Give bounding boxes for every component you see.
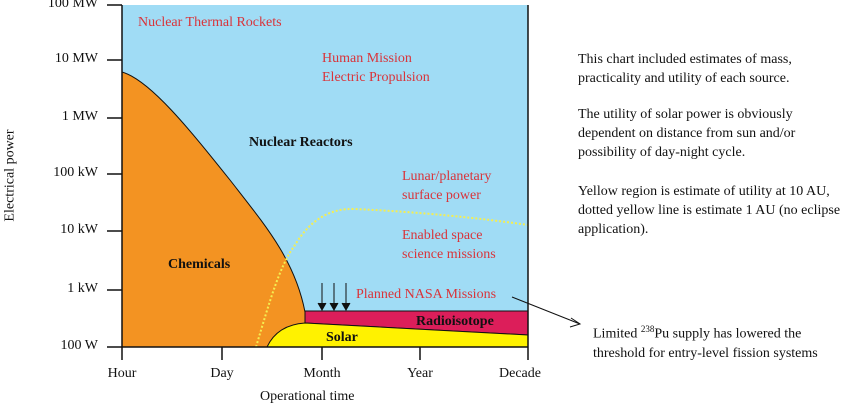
x-tick-label: Day [210, 366, 234, 381]
x-tick-label: Hour [107, 366, 137, 381]
solar-1au-dotted-line [255, 207, 529, 348]
y-axis-label: Electrical power [2, 129, 18, 222]
chemicals-region [121, 71, 306, 348]
planned-missions-label: Planned NASA Missions [356, 287, 497, 302]
x-tick-label: Decade [499, 366, 541, 381]
y-tick-label: 1 MW [61, 109, 98, 124]
x-tick-label: Year [407, 366, 433, 381]
pu-isotope: 238 [640, 324, 655, 334]
x-tick-label: Month [303, 366, 341, 381]
science-missions-label: science missions [402, 247, 496, 262]
y-tick-label: 10 MW [54, 51, 98, 66]
enabled-space-label: Enabled space [402, 228, 483, 243]
note-pu-supply: Limited 238Pu supply has lowered the thre… [593, 320, 850, 363]
note-estimates: This chart included estimates of mass, p… [578, 52, 792, 86]
y-tick-label: 100 MW [47, 0, 98, 11]
pu-callout-arrow [511, 296, 582, 328]
y-tick-label: 10 kW [60, 222, 98, 237]
solar-label: Solar [326, 330, 358, 345]
y-tick-label: 1 kW [67, 281, 98, 296]
mission-arrows [317, 283, 351, 312]
axes [107, 4, 529, 360]
chemicals-label: Chemicals [168, 257, 231, 272]
nuclear-reactors-label: Nuclear Reactors [249, 135, 353, 150]
radioisotope-label: Radioisotope [416, 314, 494, 329]
note-solar-utility: The utility of solar power is obviously … [578, 107, 796, 160]
note-yellow-region: Yellow region is estimate of utility at … [578, 184, 841, 237]
x-axis-label: Operational time [260, 389, 355, 404]
surface-power-label: surface power [402, 188, 481, 203]
pu-text: Pu supply has lowered the [654, 326, 802, 342]
lunar-label: Lunar/planetary [402, 169, 492, 184]
nuclear-thermal-label: Nuclear Thermal Rockets [138, 15, 282, 30]
pu-text: threshold for entry-level fission system… [593, 345, 818, 361]
electric-propulsion-label: Electric Propulsion [322, 70, 430, 85]
y-tick-label: 100 kW [53, 165, 98, 180]
pu-text: Limited [593, 326, 641, 342]
y-tick-label: 100 W [60, 338, 98, 353]
solar-region [266, 322, 529, 348]
human-mission-label: Human Mission [322, 51, 412, 66]
